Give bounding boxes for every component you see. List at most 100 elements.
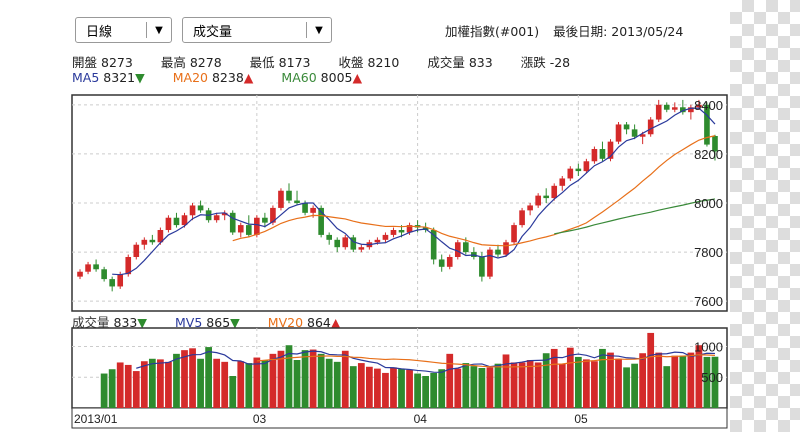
volume-bar [422,376,430,408]
volume-bar [550,348,558,408]
transparent-background [730,0,800,432]
volume-bar [486,367,494,408]
candle-body [221,212,228,216]
candle-body [398,230,405,233]
mv5-line [136,350,715,373]
quote-label: 漲跌 [520,55,546,70]
quote-summary: 開盤 8273 最高 8278 最低 8173 收盤 8210 成交量 833 漲跌 -28 [72,52,598,71]
candle-body [575,168,582,172]
volume-bar [100,373,108,408]
trend-arrow-icon: ▼ [230,315,240,330]
candle-body [583,161,590,172]
volume-bar [446,353,454,408]
candle-body [109,279,115,287]
volume-bar [349,366,357,408]
volume-bar [132,371,140,408]
period-select[interactable]: 日線 ▼ [75,17,172,43]
volume-bar [494,363,502,408]
quote-value: 8273 [101,55,133,70]
volume-bar [213,358,221,408]
candle-body [479,257,485,277]
ma-value: 8005 [320,70,353,85]
candle-body [245,225,252,235]
candle-body [302,203,308,213]
candle-body [189,205,196,216]
volume-bar [631,363,638,408]
candle-body [358,247,365,250]
ma20-line [232,135,716,247]
volume-bar [165,361,172,408]
volume-bar [607,352,614,408]
quote-4: 成交量 833 [427,55,506,70]
quote-label: 最高 [160,55,186,70]
candle-body [278,190,284,208]
volume-bar [333,361,341,408]
candle-body [213,215,220,221]
ma-legend: MA5 8321▼ MA20 8238▲ MA60 8005▲ [72,70,390,85]
volume-bar [140,361,148,408]
volume-bar [478,368,486,408]
candle-body [229,212,236,233]
volume-bar [277,350,285,408]
volume-bar [197,358,204,408]
indicator-select[interactable]: 成交量 ▼ [182,17,332,43]
quote-1: 最高 8278 [161,55,236,70]
candle-body [125,257,132,275]
candle-body [663,104,670,110]
quote-2: 最低 8173 [250,55,325,70]
candle-body [591,149,598,162]
period-select-value: 日線 [86,24,113,40]
x-axis-panel [71,407,728,429]
candle-body [704,104,710,145]
candle-body [519,210,525,226]
candle-body [671,107,678,110]
volume-bar [574,356,582,408]
vol-value: 833 [113,315,138,330]
volume-bar [583,359,590,408]
ma-item: MA20 8238▲ [173,70,268,85]
candle-body [599,149,606,159]
quote-value: 8210 [367,55,400,70]
candle-body [623,124,630,130]
volume-bar [655,352,663,408]
volume-bar [390,367,397,408]
ma-label: MA5 [72,70,100,85]
quote-label: 最低 [249,55,275,70]
candle-body [511,225,517,243]
volume-bar [414,373,421,408]
candle-body [117,274,124,287]
volume-bar [406,369,413,408]
ma-value: 8321 [103,70,136,85]
volume-bar [341,350,349,408]
candle-body [438,259,445,267]
quote-value: 8173 [278,55,311,70]
candle-body [680,107,686,113]
x-tick-label: 03 [253,412,267,426]
candle-body [181,215,188,226]
candle-body [77,271,83,277]
candle-body [390,230,397,235]
candle-body [101,269,107,280]
candle-body [197,205,204,211]
volume-bar [173,353,180,408]
quote-5: 漲跌 -28 [521,55,584,70]
ma-item: MA60 8005▲ [281,70,376,85]
volume-bar [229,376,237,408]
candle-body [173,217,180,226]
volume-bar [639,353,647,408]
vol-label: 成交量 [72,315,110,330]
price-tick-label: 7600 [694,294,723,309]
volume-bar [703,356,711,408]
volume-bar [679,355,687,408]
volume-bar [357,363,365,408]
volume-bar [293,360,301,408]
candle-body [487,249,493,277]
candle-body [688,107,694,113]
ma-label: MA60 [281,70,317,85]
ma-label: MA20 [172,70,208,85]
volume-bar [325,358,333,408]
candle-body [639,134,646,137]
mv20-line [256,354,716,368]
volume-bar [398,368,405,408]
volume-legend: 成交量 833▼ MV5 865▼ MV20 864▲ [72,312,369,331]
